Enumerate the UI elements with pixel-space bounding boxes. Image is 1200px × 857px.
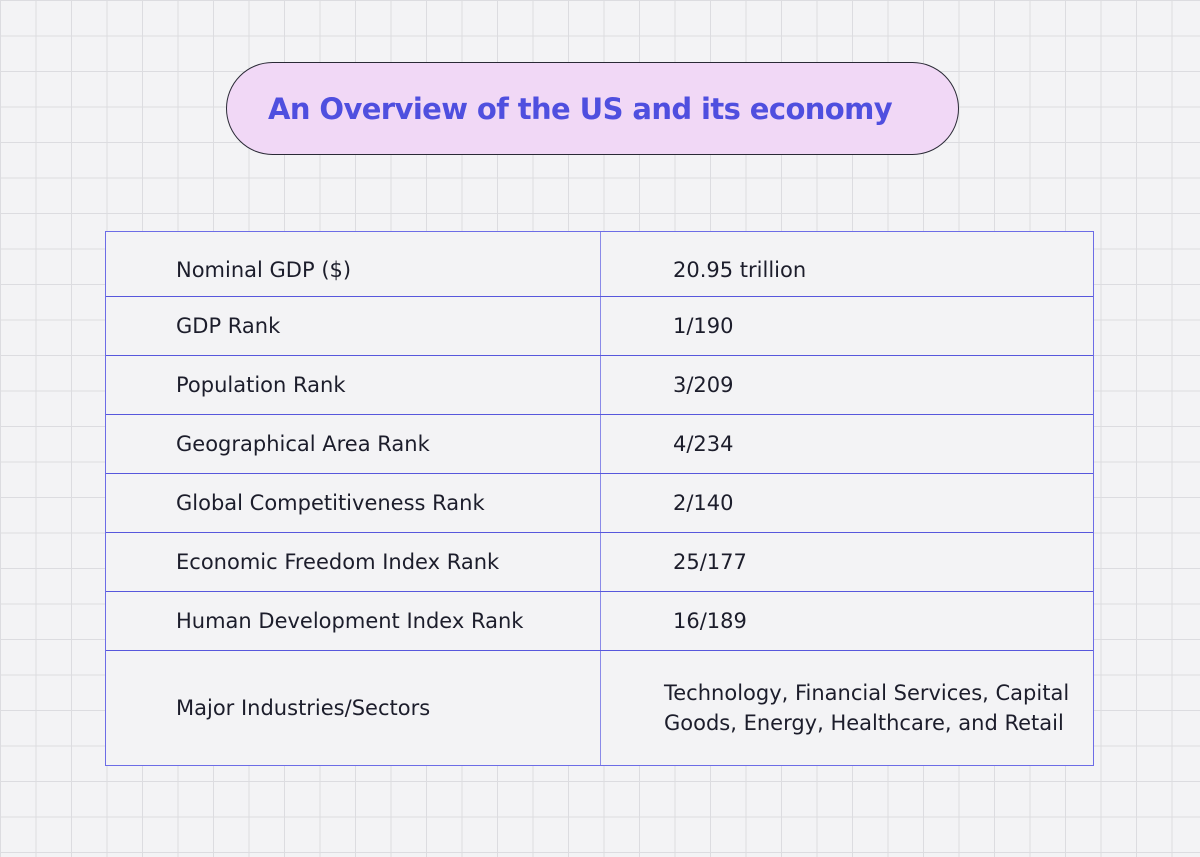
row-label: GDP Rank (106, 297, 601, 355)
table-row: GDP Rank 1/190 (106, 296, 1093, 355)
table-row: Global Competitiveness Rank 2/140 (106, 473, 1093, 532)
row-value: 3/209 (673, 373, 734, 397)
title-pill: An Overview of the US and its economy (226, 62, 959, 155)
row-label: Global Competitiveness Rank (106, 474, 601, 532)
row-value: Technology, Financial Services, Capital … (664, 681, 1070, 735)
row-value: 20.95 trillion (673, 258, 807, 282)
page-title: An Overview of the US and its economy (268, 91, 893, 126)
row-label: Nominal GDP ($) (106, 232, 601, 296)
row-label: Major Industries/Sectors (106, 651, 601, 765)
row-label: Human Development Index Rank (106, 592, 601, 650)
row-label: Population Rank (106, 356, 601, 414)
table-row: Nominal GDP ($) 20.95 trillion (106, 232, 1093, 296)
table-row: Human Development Index Rank 16/189 (106, 591, 1093, 650)
row-label: Geographical Area Rank (106, 415, 601, 473)
row-value: 25/177 (673, 550, 747, 574)
table-row: Economic Freedom Index Rank 25/177 (106, 532, 1093, 591)
table-row: Population Rank 3/209 (106, 355, 1093, 414)
row-value: 1/190 (673, 314, 734, 338)
row-value: 4/234 (673, 432, 734, 456)
row-label: Economic Freedom Index Rank (106, 533, 601, 591)
title-banner: An Overview of the US and its economy (226, 62, 959, 155)
table-row: Geographical Area Rank 4/234 (106, 414, 1093, 473)
row-value: 16/189 (673, 609, 747, 633)
economy-overview-table: Nominal GDP ($) 20.95 trillion GDP Rank … (105, 231, 1094, 766)
row-value: 2/140 (673, 491, 734, 515)
table-row: Major Industries/Sectors Technology, Fin… (106, 650, 1093, 765)
